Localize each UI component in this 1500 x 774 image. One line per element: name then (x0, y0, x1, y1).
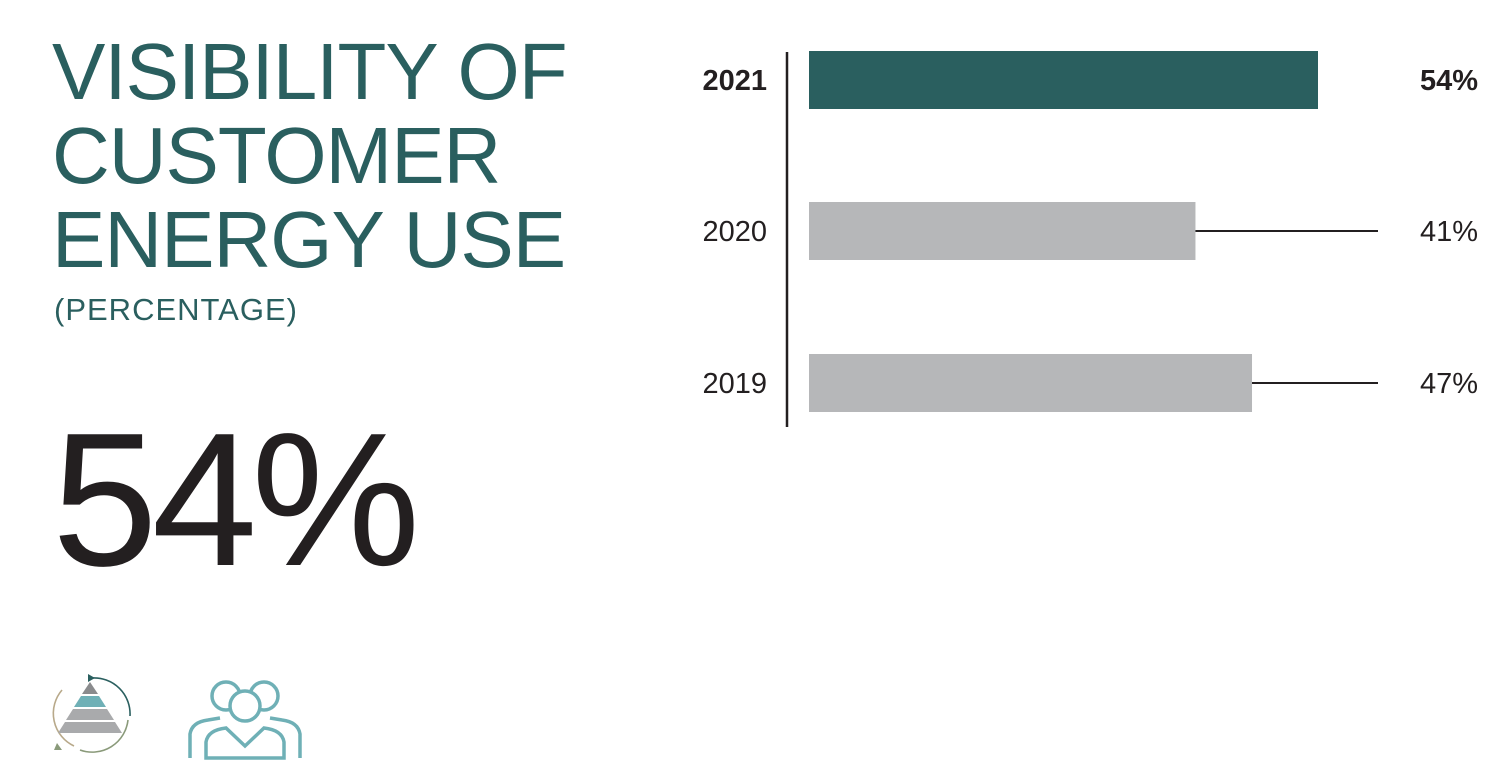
chart-subtitle: (PERCENTAGE) (54, 292, 298, 327)
bar-2021 (809, 51, 1318, 109)
pyramid-cycle-icon (52, 674, 131, 753)
people-group-icon (188, 680, 302, 760)
category-label-2021: 2021 (702, 65, 767, 97)
category-label-2019: 2019 (702, 368, 767, 400)
value-label-2021: 54% (1420, 65, 1478, 97)
bars-layer: 2021 54% 2020 41% 2019 47% (702, 51, 1478, 412)
value-label-2020: 41% (1420, 216, 1478, 248)
value-label-2019: 47% (1420, 368, 1478, 400)
bar-2020 (809, 202, 1196, 260)
headline-stat: 54% (52, 394, 420, 606)
category-label-2020: 2020 (702, 216, 767, 248)
bar-2019 (809, 354, 1253, 412)
chart-title: VISIBILITY OF CUSTOMER ENERGY USE (52, 27, 568, 284)
